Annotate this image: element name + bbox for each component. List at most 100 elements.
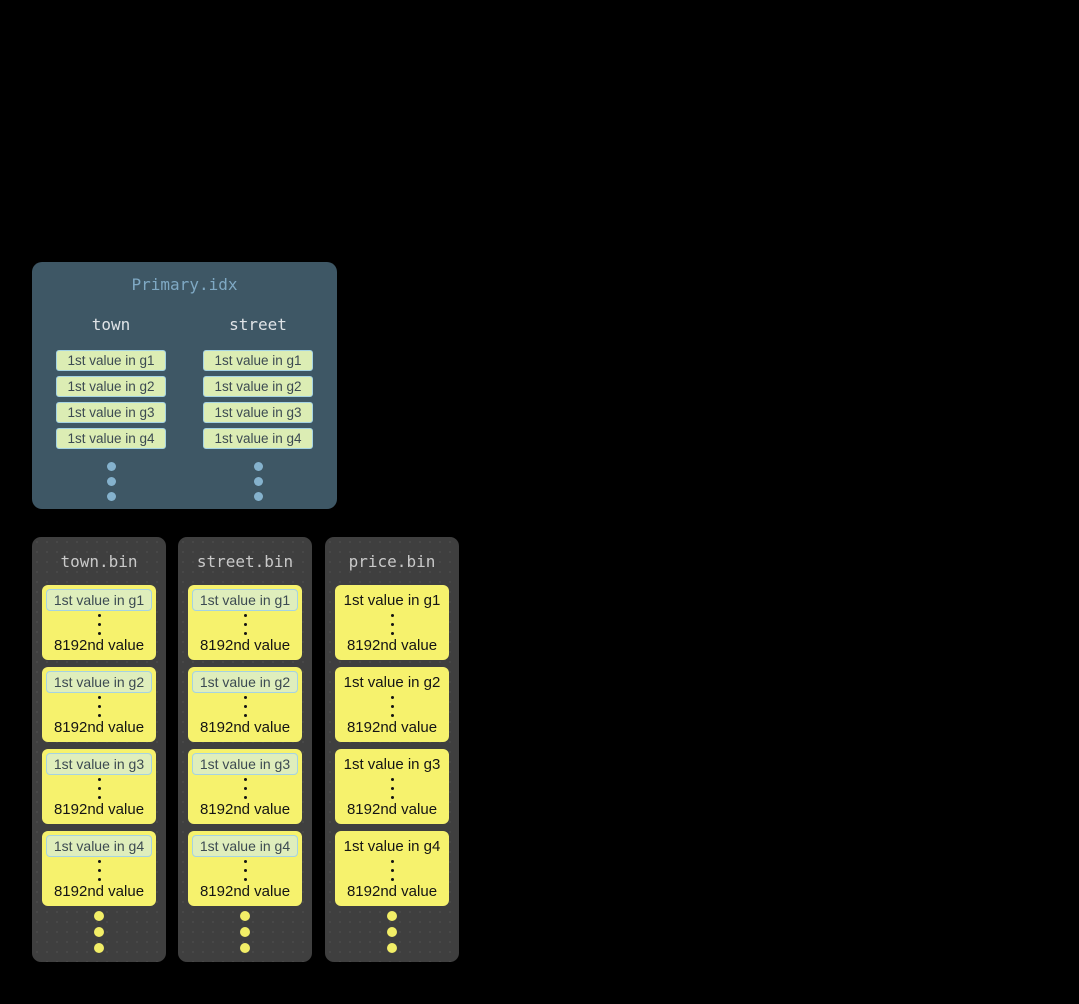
dot xyxy=(97,613,101,617)
dot xyxy=(97,631,101,635)
granule-first-value-highlight: 1st value in g2 xyxy=(192,671,298,693)
dot xyxy=(97,859,101,863)
granule-card: 1st value in g1 8192nd value xyxy=(188,585,302,660)
bin-title: street.bin xyxy=(196,552,294,571)
granule-first-value: 1st value in g3 xyxy=(343,755,441,773)
dot xyxy=(106,492,116,501)
dot xyxy=(97,622,101,626)
dot xyxy=(243,704,247,708)
dot xyxy=(390,859,394,863)
bin-title: town.bin xyxy=(60,552,138,571)
vertical-ellipsis-icon xyxy=(106,462,116,501)
dot xyxy=(97,868,101,872)
dot xyxy=(243,859,247,863)
dot xyxy=(387,927,397,937)
granule-cards: 1st value in g1 8192nd value 1st value i… xyxy=(42,585,156,906)
granule-first-value: 1st value in g1 xyxy=(343,591,441,609)
dot xyxy=(243,795,247,799)
granule-last-value: 8192nd value xyxy=(199,883,291,900)
dot xyxy=(97,704,101,708)
dot xyxy=(390,695,394,699)
dot xyxy=(253,492,263,501)
mark-box: 1st value in g4 xyxy=(56,428,166,449)
granule-first-value-highlight: 1st value in g2 xyxy=(46,671,152,693)
mark-box: 1st value in g1 xyxy=(203,350,313,371)
dot xyxy=(243,622,247,626)
vertical-ellipsis-icon xyxy=(32,911,166,953)
primary-index-panel: Primary.idx town 1st value in g1 1st val… xyxy=(32,262,337,509)
dot xyxy=(106,462,116,471)
dot xyxy=(243,786,247,790)
granule-card: 1st value in g1 8192nd value xyxy=(335,585,449,660)
vertical-ellipsis-icon xyxy=(390,775,394,801)
granule-last-value: 8192nd value xyxy=(346,637,438,654)
column-header-town: town xyxy=(91,315,131,334)
dot xyxy=(243,713,247,717)
mark-box: 1st value in g2 xyxy=(203,376,313,397)
vertical-ellipsis-icon xyxy=(97,857,101,883)
granule-first-value-highlight: 1st value in g4 xyxy=(192,835,298,857)
vertical-ellipsis-icon xyxy=(97,693,101,719)
granule-last-value: 8192nd value xyxy=(199,801,291,818)
vertical-ellipsis-icon xyxy=(178,911,312,953)
dot xyxy=(390,622,394,626)
index-columns: town 1st value in g1 1st value in g2 1st… xyxy=(32,315,337,501)
granule-card: 1st value in g4 8192nd value xyxy=(42,831,156,906)
mark-box: 1st value in g2 xyxy=(56,376,166,397)
vertical-ellipsis-icon xyxy=(243,775,247,801)
granule-card: 1st value in g2 8192nd value xyxy=(42,667,156,742)
granule-card: 1st value in g3 8192nd value xyxy=(42,749,156,824)
vertical-ellipsis-icon xyxy=(390,857,394,883)
granule-last-value: 8192nd value xyxy=(346,801,438,818)
vertical-ellipsis-icon xyxy=(390,693,394,719)
dot xyxy=(390,631,394,635)
granule-cards: 1st value in g1 8192nd value 1st value i… xyxy=(188,585,302,906)
vertical-ellipsis-icon xyxy=(97,611,101,637)
dot xyxy=(106,477,116,486)
dot xyxy=(240,943,250,953)
dot xyxy=(243,777,247,781)
granule-card: 1st value in g2 8192nd value xyxy=(188,667,302,742)
dot xyxy=(97,877,101,881)
granule-first-value: 1st value in g2 xyxy=(343,673,441,691)
granule-first-value: 1st value in g4 xyxy=(343,837,441,855)
dot xyxy=(94,943,104,953)
vertical-ellipsis-icon xyxy=(390,611,394,637)
bin-panel-street: street.bin 1st value in g1 8192nd value … xyxy=(178,537,312,962)
granule-last-value: 8192nd value xyxy=(199,719,291,736)
primary-index-title: Primary.idx xyxy=(131,275,238,294)
dot xyxy=(97,795,101,799)
granule-last-value: 8192nd value xyxy=(199,637,291,654)
vertical-ellipsis-icon xyxy=(243,857,247,883)
dot xyxy=(243,613,247,617)
bin-panel-price: price.bin 1st value in g1 8192nd value 1… xyxy=(325,537,459,962)
granule-first-value-highlight: 1st value in g4 xyxy=(46,835,152,857)
granule-card: 1st value in g3 8192nd value xyxy=(335,749,449,824)
granule-card: 1st value in g2 8192nd value xyxy=(335,667,449,742)
dot xyxy=(240,927,250,937)
vertical-ellipsis-icon xyxy=(243,693,247,719)
vertical-ellipsis-icon xyxy=(97,775,101,801)
dot xyxy=(253,477,263,486)
column-header-street: street xyxy=(229,315,287,334)
dot xyxy=(390,868,394,872)
granule-card: 1st value in g3 8192nd value xyxy=(188,749,302,824)
dot xyxy=(240,911,250,921)
granule-first-value-highlight: 1st value in g1 xyxy=(192,589,298,611)
dot xyxy=(97,713,101,717)
dot xyxy=(97,777,101,781)
dot xyxy=(390,877,394,881)
granule-first-value-highlight: 1st value in g1 xyxy=(46,589,152,611)
vertical-ellipsis-icon xyxy=(253,462,263,501)
index-column-town: town 1st value in g1 1st value in g2 1st… xyxy=(56,315,166,501)
dot xyxy=(387,943,397,953)
granule-cards: 1st value in g1 8192nd value 1st value i… xyxy=(335,585,449,906)
granule-last-value: 8192nd value xyxy=(53,883,145,900)
vertical-ellipsis-icon xyxy=(243,611,247,637)
dot xyxy=(390,777,394,781)
dot xyxy=(390,795,394,799)
mark-box: 1st value in g3 xyxy=(56,402,166,423)
dot xyxy=(253,462,263,471)
dot xyxy=(94,911,104,921)
mark-box: 1st value in g3 xyxy=(203,402,313,423)
